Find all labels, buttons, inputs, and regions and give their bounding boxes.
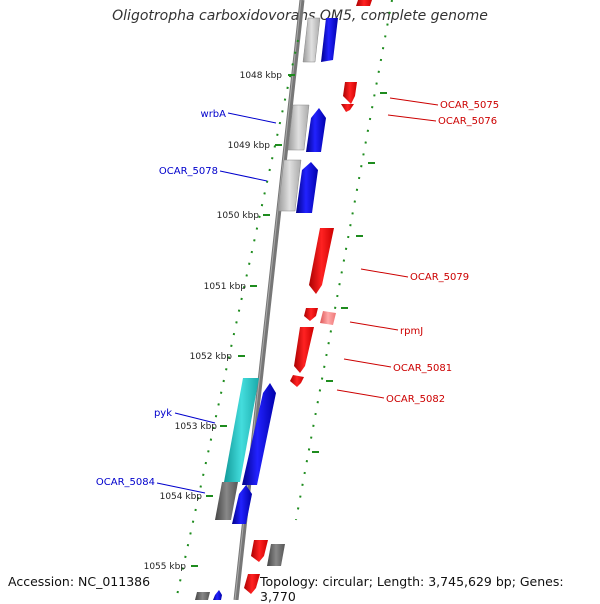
gene-top-plus[interactable] xyxy=(321,18,338,62)
minus-track-ticks xyxy=(312,92,387,453)
tick-label-1048: 1048 kbp xyxy=(240,71,283,81)
label-pyk[interactable]: pyk xyxy=(154,408,172,419)
tick-label-1050: 1050 kbp xyxy=(217,211,260,221)
gene-OCAR-5078[interactable] xyxy=(296,162,318,213)
gene-wrbA-pseudo[interactable] xyxy=(287,104,310,151)
tick-label-1049: 1049 kbp xyxy=(228,141,271,151)
leader-rpmJ xyxy=(349,321,399,331)
gene-bottom-pseudo[interactable] xyxy=(195,592,210,600)
tick-label-1055: 1055 kbp xyxy=(144,562,187,572)
tick-label-1051: 1051 kbp xyxy=(204,282,247,292)
topology-text: Topology: circular; Length: 3,745,629 bp… xyxy=(260,574,600,604)
gene-OCAR-5076[interactable] xyxy=(341,104,354,112)
gene-OCAR-5082[interactable] xyxy=(290,375,304,387)
leader-OCAR-5084 xyxy=(156,482,206,494)
gene-top-minus[interactable] xyxy=(356,0,372,6)
outer-minus-track xyxy=(295,0,393,521)
gene-OCAR-5075[interactable] xyxy=(343,82,357,104)
gene-OCAR-5084-pseudo[interactable] xyxy=(215,482,238,520)
plus-strand-genes xyxy=(195,17,338,600)
minus-gene-labels: OCAR_5075 OCAR_5076 OCAR_5079 rpmJ OCAR_… xyxy=(336,97,499,405)
minus-strand-genes xyxy=(244,0,372,600)
label-OCAR-5075[interactable]: OCAR_5075 xyxy=(440,100,499,111)
gene-lower-pseudo[interactable] xyxy=(267,544,285,566)
label-OCAR-5079[interactable]: OCAR_5079 xyxy=(410,272,469,283)
leader-OCAR-5076 xyxy=(387,114,437,122)
gene-rpmJ-minus[interactable] xyxy=(304,308,318,321)
gene-lower-minus[interactable] xyxy=(251,540,268,562)
leader-OCAR-5081 xyxy=(343,358,392,368)
leader-pyk xyxy=(174,412,216,424)
plus-gene-labels: wrbA OCAR_5078 pyk OCAR_5084 xyxy=(96,109,277,494)
gene-wrbA[interactable] xyxy=(306,108,326,152)
label-wrbA[interactable]: wrbA xyxy=(201,109,227,120)
leader-OCAR-5075 xyxy=(389,97,439,106)
gene-bottom-minus[interactable] xyxy=(244,574,260,594)
leader-OCAR-5082 xyxy=(336,389,385,399)
kbp-ticks: 1048 kbp 1049 kbp 1050 kbp 1051 kbp 1052… xyxy=(144,71,295,572)
leader-OCAR-5079 xyxy=(360,268,409,278)
tick-label-1054: 1054 kbp xyxy=(160,492,203,502)
gene-OCAR-5079[interactable] xyxy=(309,228,334,294)
leader-OCAR-5078 xyxy=(219,170,268,182)
gene-bottom-plus[interactable] xyxy=(213,590,222,600)
gene-top-pseudo[interactable] xyxy=(302,17,321,63)
label-OCAR-5078[interactable]: OCAR_5078 xyxy=(159,166,218,177)
label-OCAR-5076[interactable]: OCAR_5076 xyxy=(438,116,497,127)
tick-label-1052: 1052 kbp xyxy=(190,352,233,362)
accession-text: Accession: NC_011386 xyxy=(8,574,151,589)
gene-rpmJ[interactable] xyxy=(320,311,336,325)
gene-OCAR-5078-pseudo[interactable] xyxy=(277,159,302,212)
gene-OCAR-5084[interactable] xyxy=(232,485,252,524)
tick-label-1053: 1053 kbp xyxy=(175,422,218,432)
gene-OCAR-5081[interactable] xyxy=(294,327,314,373)
gene-pyk[interactable] xyxy=(242,383,276,485)
label-OCAR-5084[interactable]: OCAR_5084 xyxy=(96,477,155,488)
label-OCAR-5081[interactable]: OCAR_5081 xyxy=(393,363,452,374)
label-rpmJ[interactable]: rpmJ xyxy=(400,326,423,337)
gene-pyk-rna[interactable] xyxy=(224,378,259,482)
leader-wrbA xyxy=(227,112,277,124)
label-OCAR-5082[interactable]: OCAR_5082 xyxy=(386,394,445,405)
